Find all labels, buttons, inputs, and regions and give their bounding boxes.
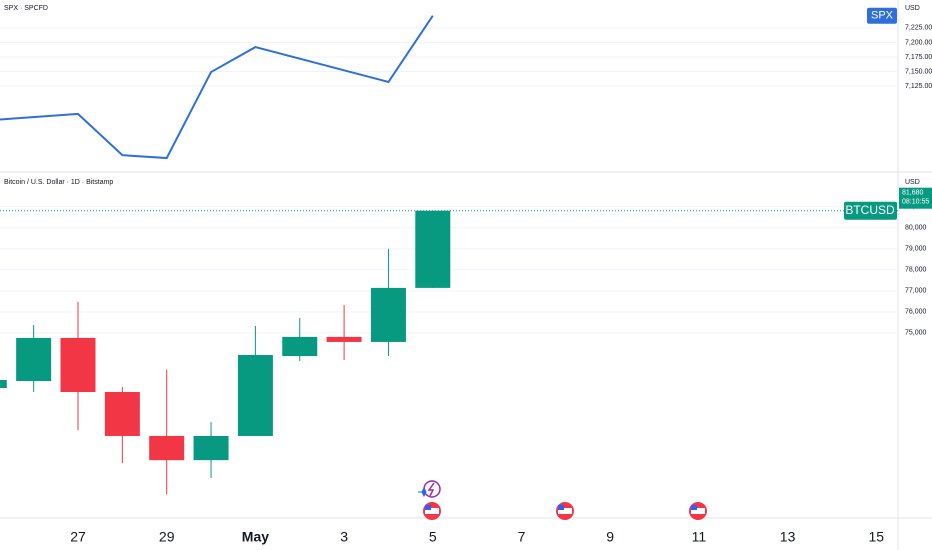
y-tick-label: 75,000 [905,330,927,337]
price-tag-label: SPX [871,10,894,22]
candle-body [370,287,406,342]
x-tick-label: 15 [869,529,885,545]
price-tag [867,7,897,24]
x-tick-label: 9 [606,529,614,545]
x-tick-label: May [242,529,269,545]
x-tick-label: 3 [340,529,348,545]
flag-icon[interactable] [556,502,574,520]
pane-title: Bitcoin / U.S. Dollar · 1D · Bitstamp [4,179,113,186]
candle-body [16,337,52,382]
y-tick-label: 7,175.00 [905,54,932,61]
event-icon[interactable] [423,480,441,498]
x-tick-label: 27 [70,529,86,545]
y-tick-label: 79,000 [905,246,927,253]
overlay-layer: 7,125.00 7,150.00 7,175.00 7,200.00 7,225.00… [70,7,932,545]
x-tick-label: 11 [692,529,707,545]
flag-icon[interactable] [423,502,441,520]
pane-title: SPX · SPCFD [4,5,48,12]
price-line [0,15,434,160]
y-tick-label: 7,225.00 [905,25,932,32]
x-tick-label: 29 [159,529,175,545]
price-tag [844,201,897,220]
x-tick-label: 13 [780,529,796,545]
axis-price-label: 81,680 [902,190,924,197]
candle-body [193,435,229,461]
candle-body [415,210,451,288]
currency-label: USD [905,179,920,186]
event-icon-glyph [427,482,435,497]
price-tag-label: BTCUSD [845,203,895,217]
candle-body [104,392,140,436]
plot-layer [0,15,898,495]
flag-icon[interactable] [689,502,707,520]
y-tick-label: 80,000 [905,225,927,232]
event-icon-sparkle [418,486,427,498]
candle-body [282,336,318,357]
y-tick-label: 78,000 [905,267,927,274]
y-tick-label: 7,150.00 [905,68,932,75]
axis-price-box [899,187,932,209]
candle-body [326,336,362,342]
y-tick-label: 7,125.00 [905,83,932,90]
candle-body [237,354,273,436]
countdown-label: 08:10:55 [902,199,929,206]
event-icons[interactable] [418,480,707,520]
candle-body [0,380,7,389]
candle-body [149,435,185,461]
currency-label: USD [905,5,920,12]
y-tick-label: 77,000 [905,288,927,295]
y-tick-label: 76,000 [905,309,927,316]
candle-body [60,337,96,393]
x-tick-label: 5 [429,529,437,545]
x-tick-label: 7 [518,529,526,545]
y-tick-label: 7,200.00 [905,39,932,46]
